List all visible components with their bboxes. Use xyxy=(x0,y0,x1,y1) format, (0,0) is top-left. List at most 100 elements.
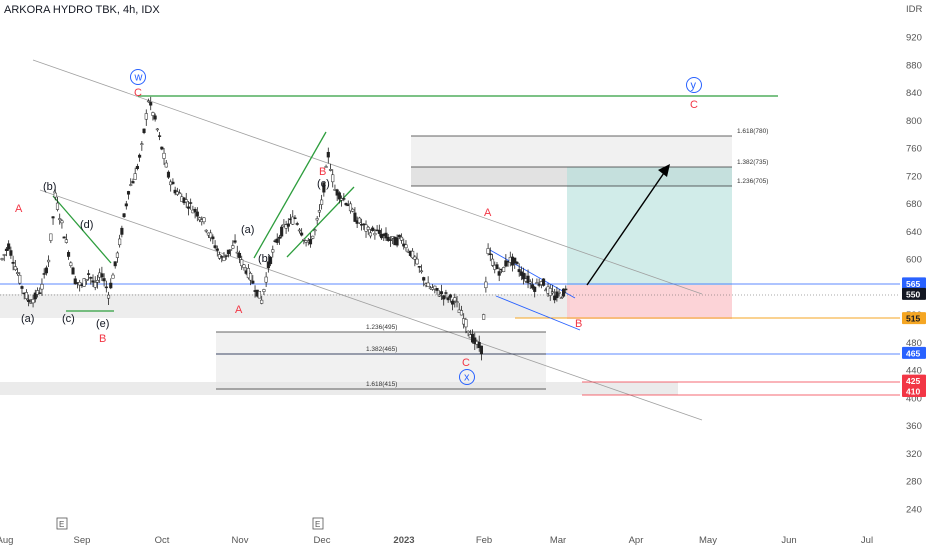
candle-body xyxy=(220,256,224,258)
candle-body xyxy=(366,226,370,230)
x-tick-label: Nov xyxy=(232,535,249,546)
candle-body xyxy=(202,217,206,223)
candle-body xyxy=(89,277,93,279)
candle-body xyxy=(386,236,390,241)
candle-body xyxy=(271,249,275,253)
candle-body xyxy=(166,171,171,178)
wave-label-b-paren: (b) xyxy=(43,181,56,193)
candle-body xyxy=(133,173,137,180)
candle-body xyxy=(515,261,519,264)
candle-body xyxy=(522,272,526,280)
candle-body xyxy=(2,254,6,256)
y-tick-label: 880 xyxy=(906,60,922,71)
candle-body xyxy=(24,292,28,299)
x-tick-label: Apr xyxy=(629,535,644,546)
candle-body xyxy=(286,223,290,227)
candle-body xyxy=(384,232,388,239)
y-tick-label: 320 xyxy=(906,449,922,460)
x-tick-label: Feb xyxy=(476,535,492,546)
candle-body xyxy=(342,198,346,200)
candle-body xyxy=(293,217,297,220)
price-level-badge xyxy=(902,385,926,397)
candle-body xyxy=(377,229,381,234)
wave-label-w: w xyxy=(134,72,143,84)
candle-body xyxy=(504,260,508,267)
candle-body xyxy=(87,273,91,275)
projection-arrow-line xyxy=(586,169,667,286)
candle-body xyxy=(60,220,64,224)
candle-body xyxy=(444,292,448,294)
candle-body xyxy=(118,238,122,246)
candle-body xyxy=(162,152,166,159)
price-level-badge xyxy=(902,346,926,359)
y-tick-label: 600 xyxy=(906,255,922,266)
x-tick-label: Oct xyxy=(155,535,170,546)
chart-title: ARKORA HYDRO TBK, 4h, IDX xyxy=(4,4,160,16)
candle-body xyxy=(275,238,279,243)
earnings-marker-2[interactable]: E xyxy=(315,520,320,529)
candle-body xyxy=(362,223,366,226)
candle-body xyxy=(435,288,439,291)
stop-zone xyxy=(567,285,732,319)
candle-body xyxy=(237,252,242,258)
candle-body xyxy=(178,192,182,195)
x-tick-label: Sep xyxy=(74,535,91,546)
candle-body xyxy=(380,233,384,239)
candle-body xyxy=(73,278,77,285)
candle-body xyxy=(55,202,60,210)
candle-body xyxy=(213,245,217,248)
projection-arrow xyxy=(586,164,670,286)
candle-body xyxy=(479,345,483,355)
wave-label-a-paren-left: (a) xyxy=(21,313,34,325)
wave-label-b-left: B xyxy=(99,333,106,345)
candle-body xyxy=(455,301,459,303)
candle-body xyxy=(417,266,421,268)
candle-body xyxy=(422,277,426,281)
candle-body xyxy=(308,239,313,245)
candle-body xyxy=(262,289,266,292)
candle-body xyxy=(197,217,202,221)
candle-body xyxy=(564,288,568,291)
candle-body xyxy=(451,300,455,305)
candle-body xyxy=(477,342,481,348)
fib-zone-lower xyxy=(216,332,546,390)
support-zone-left xyxy=(0,294,570,318)
x-tick-label: Mar xyxy=(550,535,566,546)
x-axis[interactable]: Aug Sep Oct Nov Dec 2023 Feb Mar Apr May Jun Jul xyxy=(0,535,873,546)
y-tick-label: 720 xyxy=(906,171,922,182)
earnings-marker-1[interactable]: E xyxy=(59,520,64,529)
candle-body xyxy=(47,259,51,263)
candle-body xyxy=(31,299,35,304)
candle-body xyxy=(146,100,151,103)
candle-body xyxy=(320,199,324,205)
price-level-label: 550 xyxy=(906,289,920,299)
y-tick-label: 800 xyxy=(906,116,922,127)
projection-arrow-head xyxy=(658,164,670,177)
y-tick-label: 920 xyxy=(906,33,922,44)
candle-body xyxy=(404,244,408,249)
candle-body xyxy=(184,199,188,203)
price-level-badge xyxy=(902,312,926,325)
y-axis[interactable]: 2402803203604004404805205606006406807207… xyxy=(906,33,922,516)
candle-body xyxy=(397,234,401,238)
candle-body xyxy=(559,297,563,299)
candle-body xyxy=(482,314,486,320)
candle-body xyxy=(249,273,253,281)
candle-body xyxy=(231,245,235,249)
candle-body xyxy=(328,169,333,171)
candle-body xyxy=(222,257,226,261)
candle-body xyxy=(324,166,328,168)
candle-body xyxy=(111,274,115,279)
candle-body xyxy=(129,184,133,186)
candle-body xyxy=(109,282,113,289)
candle-body xyxy=(18,274,22,284)
price-level-label: 565 xyxy=(906,279,920,289)
y-tick-label: 440 xyxy=(906,366,922,377)
candle-body xyxy=(313,229,317,232)
wave-label-b-mid: B xyxy=(319,166,326,178)
price-level-badge xyxy=(902,287,926,300)
candle-body xyxy=(49,233,53,241)
channel-upper xyxy=(32,59,703,295)
